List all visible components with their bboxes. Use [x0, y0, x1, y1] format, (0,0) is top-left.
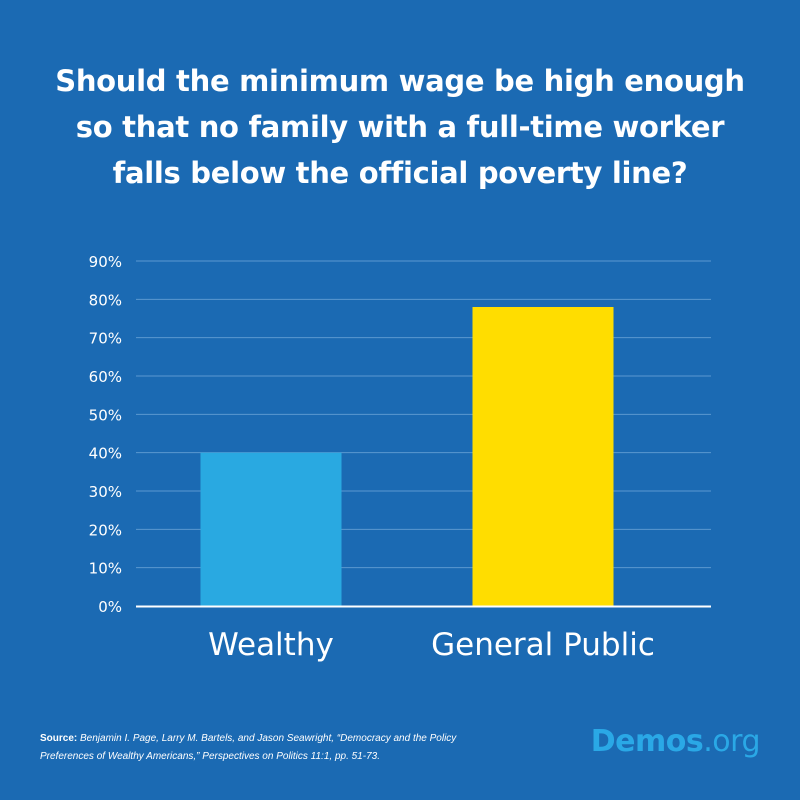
y-tick-label: 70%: [89, 330, 122, 348]
source-label: Source:: [40, 733, 78, 744]
source-line-1: Source: Benjamin I. Page, Larry M. Barte…: [40, 730, 560, 748]
bars: [200, 307, 614, 606]
source-text-1: Benjamin I. Page, Larry M. Bartels, and …: [80, 733, 457, 744]
y-tick-label: 40%: [89, 445, 122, 463]
demos-logo: Demos.org: [590, 724, 761, 759]
chart-title: Should the minimum wage be high enough s…: [30, 58, 770, 196]
bar-wealthy: [200, 452, 342, 606]
title-line-2: so that no family with a full-time worke…: [75, 110, 725, 144]
y-tick-label: 30%: [89, 483, 122, 501]
y-tick-label: 60%: [89, 368, 122, 386]
y-tick-label: 50%: [89, 406, 122, 424]
bar-general-public: [472, 307, 614, 606]
source-line-2: Preferences of Wealthy Americans,” Persp…: [40, 751, 380, 762]
x-axis-category-labels: Wealthy General Public: [208, 627, 655, 663]
source-citation: Source: Benjamin I. Page, Larry M. Barte…: [40, 730, 560, 766]
logo-tld-text: .org: [703, 724, 760, 759]
y-tick-label: 80%: [89, 291, 122, 309]
logo-main-text: Demos: [590, 724, 704, 759]
y-axis-tick-labels: 0% 10% 20% 30% 40% 50% 60% 70% 80% 90%: [89, 253, 122, 616]
title-line-1: Should the minimum wage be high enough: [55, 64, 745, 98]
y-tick-label: 90%: [89, 253, 122, 271]
y-tick-label: 10%: [89, 560, 122, 578]
x-category-label: Wealthy: [208, 627, 334, 663]
y-tick-label: 20%: [89, 521, 122, 539]
x-category-label: General Public: [431, 627, 655, 663]
y-tick-label: 0%: [98, 598, 122, 616]
title-line-3: falls below the official poverty line?: [112, 156, 688, 190]
